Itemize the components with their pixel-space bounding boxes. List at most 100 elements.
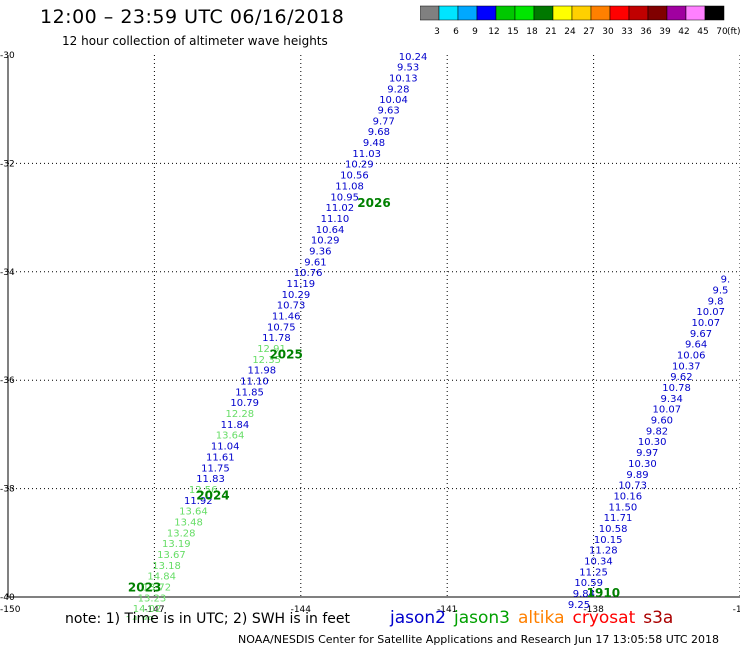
wave-height-label: 11.71 [604, 513, 633, 524]
wave-height-label: 12.28 [225, 409, 254, 420]
wave-height-label: 11.78 [262, 333, 291, 344]
y-tick-label: -38 [0, 485, 15, 495]
colorbar-label: 42 [678, 27, 689, 37]
wave-height-label: 11.84 [221, 420, 250, 431]
wave-height-label: 9.5 [713, 285, 729, 296]
colorbar-label: 33 [621, 27, 632, 37]
wave-height-label: 9.53 [397, 63, 419, 74]
wave-height-label: 13.18 [152, 561, 181, 572]
wave-height-label: 11.10 [240, 377, 269, 388]
colorbar-label: 30 [602, 27, 614, 37]
wave-height-label: 10.76 [294, 268, 323, 279]
wave-height-label: 10.13 [389, 74, 418, 85]
wave-height-label: 9.8 [708, 296, 724, 307]
colorbar-label: 21 [545, 27, 556, 37]
wave-height-label: 14.89 [125, 615, 154, 620]
y-tick-label: -34 [0, 268, 15, 278]
wave-height-label: 10.30 [628, 459, 657, 470]
x-tick-label: -150 [0, 605, 21, 615]
colorbar-label: 9 [472, 27, 478, 37]
wave-height-label: 12.91 [257, 344, 286, 355]
y-tick-label: -32 [0, 159, 15, 169]
satellite-legend: jason2 jason3 altika cryosat s3a [390, 608, 681, 628]
wave-height-label: 10.04 [379, 95, 408, 106]
wave-height-label: 13.72 [143, 582, 172, 593]
y-tick-label: -36 [0, 376, 15, 386]
wave-height-label: 10.30 [638, 437, 667, 448]
wave-height-label: 10.29 [311, 236, 340, 247]
wave-height-label: 13.48 [174, 517, 203, 528]
wave-height-label: 10.07 [692, 318, 721, 329]
wave-height-label: 11.85 [235, 387, 264, 398]
wave-height-label: 13.28 [167, 528, 196, 539]
colorbar-label: 39 [659, 27, 671, 37]
wave-height-label: 9.61 [304, 257, 326, 268]
colorbar-label: 36 [640, 27, 652, 37]
y-tick-label: -40 [0, 593, 15, 603]
x-tick-label: -144 [291, 605, 312, 615]
wave-height-label: 11.04 [211, 442, 240, 453]
wave-height-label: 10.64 [316, 225, 345, 236]
wave-height-label: 10.79 [230, 398, 259, 409]
wave-height-label: 14.02 [133, 604, 162, 615]
chart-subtitle: 12 hour collection of altimeter wave hei… [62, 34, 328, 48]
satellite-legend-entry: s3a [643, 608, 674, 628]
wave-height-label: 9.36 [309, 246, 331, 257]
footer-note: note: 1) Time is in UTC; 2) SWH is in fe… [65, 611, 351, 627]
wave-height-label: 11.92 [184, 496, 213, 507]
wave-height-label: 9.60 [651, 416, 673, 427]
wave-height-label: 9.63 [378, 106, 400, 117]
x-tick-label: -147 [144, 605, 164, 615]
wave-height-label: 10.73 [277, 301, 306, 312]
wave-height-label: 11.46 [272, 311, 301, 322]
wave-height-label: 9.84 [573, 589, 595, 600]
pass-number-label: 2026 [357, 196, 390, 210]
wave-height-label: 9.62 [670, 372, 692, 383]
wave-height-plot: -150 -147 -144 -141 -138 -13 -40 -38 -36 -34 -32 -3… [0, 51, 740, 620]
wave-height-label: 10.29 [345, 160, 374, 171]
x-tick-label: -13 [733, 605, 740, 615]
footer-source: NOAA/NESDIS Center for Satellite Applica… [238, 633, 720, 646]
wave-height-label: 10.56 [340, 171, 369, 182]
wave-height-label: 14.84 [147, 572, 176, 583]
wave-height-label: 12.35 [252, 355, 281, 366]
wave-height-label: 10.34 [584, 556, 613, 567]
wave-height-label: 9.82 [646, 426, 668, 437]
wave-height-label: 10.07 [696, 307, 725, 318]
pass-number-label: 2023 [128, 581, 161, 595]
wave-height-label: 11.98 [247, 366, 276, 377]
wave-height-label: 13.67 [157, 550, 186, 561]
wave-height-label: 9.67 [690, 329, 712, 340]
wave-height-label: 11.25 [579, 567, 608, 578]
wave-height-label: 11.10 [321, 214, 350, 225]
colorbar-legend: 3 6 9 12 15 18 21 24 27 30 33 36 39 42 45 70 (ft) [420, 5, 740, 37]
wave-height-label: 9.28 [387, 84, 409, 95]
wave-height-label: 10.07 [652, 405, 681, 416]
colorbar-swatch [704, 5, 725, 21]
wave-height-label: 9.64 [685, 340, 707, 351]
x-tick-label: -138 [583, 605, 604, 615]
colorbar-label: 18 [526, 27, 538, 37]
wave-height-label: 9.97 [636, 448, 658, 459]
colorbar-label: 6 [453, 27, 459, 37]
colorbar-label: 24 [564, 27, 576, 37]
wave-height-label: 10.06 [677, 351, 706, 362]
wave-height-label: 9.77 [373, 116, 395, 127]
wave-height-label: 11.03 [352, 149, 381, 160]
wave-height-label: 10.59 [574, 578, 603, 589]
wave-height-label: 11.08 [335, 181, 364, 192]
wave-height-label: 11.19 [286, 279, 315, 290]
wave-height-label: 11.28 [589, 546, 618, 557]
satellite-legend-entry: jason2 [390, 608, 446, 628]
wave-height-label: 11.61 [206, 452, 235, 463]
wave-height-label: 12.56 [189, 485, 218, 496]
wave-height-label: 10.78 [662, 383, 691, 394]
wave-height-label: 13.19 [162, 539, 191, 550]
satellite-legend-entry: cryosat [572, 608, 636, 628]
wave-height-label: 9.89 [626, 470, 648, 481]
wave-height-label: 11.02 [326, 203, 355, 214]
wave-height-label: 10.37 [672, 361, 701, 372]
colorbar-label: 27 [583, 27, 594, 37]
colorbar-label: 15 [507, 27, 518, 37]
